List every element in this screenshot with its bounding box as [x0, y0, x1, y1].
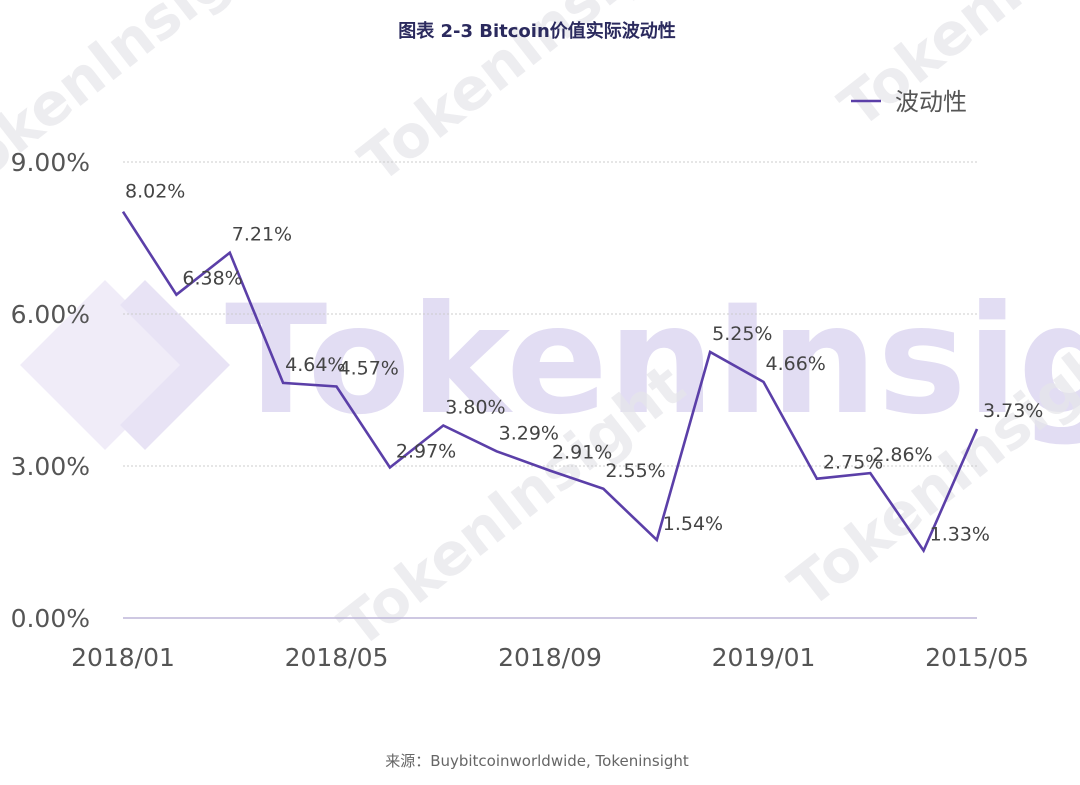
y-axis-ticks: 9.00% 6.00% 3.00% 0.00%: [11, 148, 90, 633]
x-tick-label: 2018/09: [498, 643, 602, 672]
data-label: 8.02%: [125, 181, 185, 203]
gridlines: [123, 161, 977, 619]
data-label: 2.55%: [605, 460, 665, 482]
watermark-logo-icon: [20, 280, 230, 450]
data-label: 2.75%: [823, 452, 883, 474]
data-label: 4.66%: [766, 353, 826, 375]
y-tick-label: 0.00%: [11, 604, 90, 633]
chart-title: 图表 2-3 Bitcoin价值实际波动性: [398, 20, 676, 42]
data-label: 1.33%: [930, 524, 990, 546]
data-labels: 8.02% 6.38% 7.21% 4.64%4.57% 2.97% 3.80% 3.29%…: [125, 181, 1043, 546]
x-axis-ticks: 2018/01 2018/05 2018/09 2019/01 2015/05: [71, 643, 1029, 672]
data-label: 6.38%: [182, 268, 242, 290]
x-tick-label: 2019/01: [712, 643, 816, 672]
data-label: 7.21%: [232, 224, 292, 246]
legend: 波动性: [851, 88, 967, 116]
source-note: 来源：Buybitcoinworldwide, Tokeninsight: [385, 752, 689, 770]
data-label: 3.29%: [499, 422, 559, 444]
data-label: 2.86%: [872, 444, 932, 466]
y-tick-label: 3.00%: [11, 452, 90, 481]
data-label: 3.73%: [983, 400, 1043, 422]
data-label: 2.91%: [552, 442, 612, 464]
data-label: 2.97%: [396, 441, 456, 463]
y-tick-label: 6.00%: [11, 300, 90, 329]
data-label: 5.25%: [712, 323, 772, 345]
data-label: 4.64%: [285, 354, 345, 376]
watermark-text-diagonal-4: TokenInsight: [827, 0, 1080, 141]
legend-label: 波动性: [895, 88, 967, 116]
series-volatility: [121, 210, 979, 554]
data-label: 3.80%: [445, 396, 505, 418]
x-tick-label: 2018/05: [285, 643, 389, 672]
y-tick-label: 9.00%: [11, 148, 90, 177]
x-tick-label: 2018/01: [71, 643, 175, 672]
watermark-text-main: TokenInsight: [225, 274, 1080, 448]
x-tick-label: 2015/05: [925, 643, 1029, 672]
watermark-text-diagonal-5: TokenInsight: [0, 0, 297, 211]
data-label: 4.57%: [339, 357, 399, 379]
data-label: 1.54%: [663, 513, 723, 535]
